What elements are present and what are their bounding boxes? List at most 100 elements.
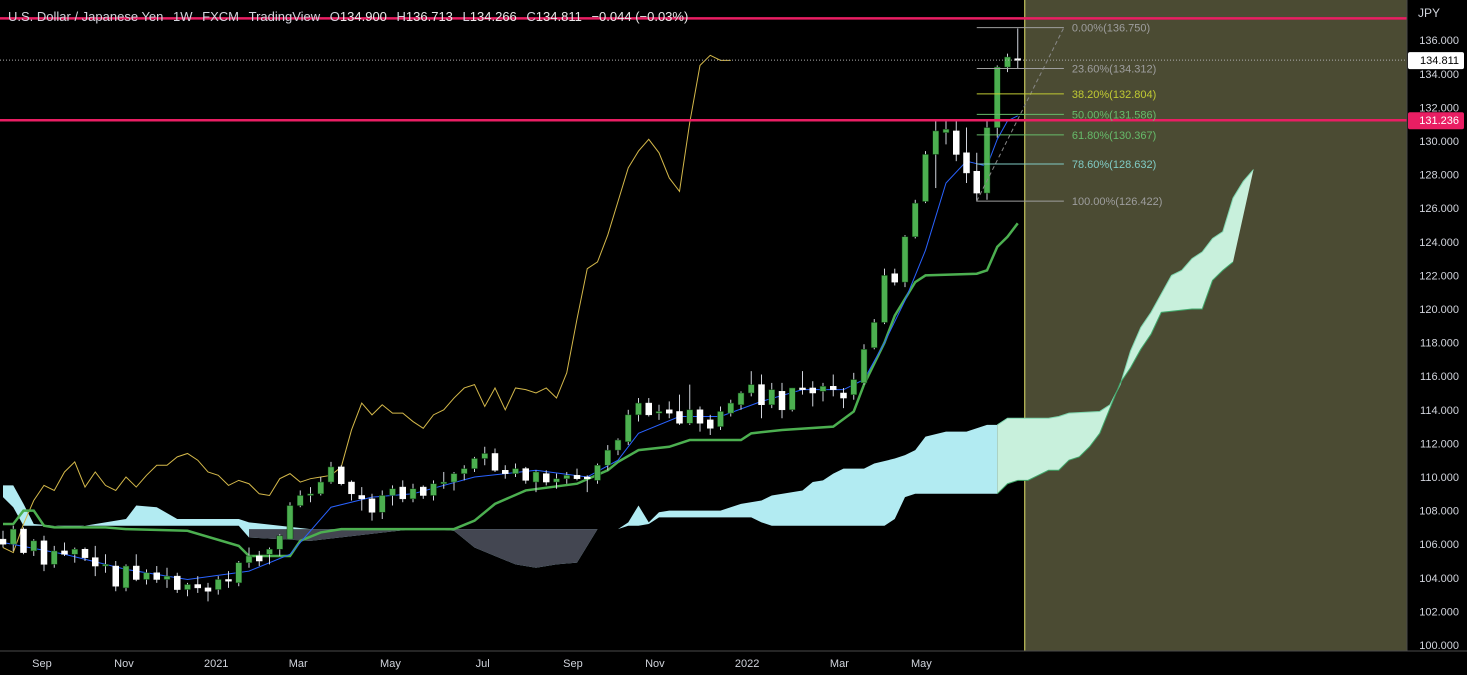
resistance-price-tag-label: 131.236 <box>1419 115 1459 127</box>
candle-body <box>276 535 283 550</box>
price-tick-label: 102.000 <box>1419 606 1459 618</box>
candle-body <box>461 468 468 474</box>
candle-body <box>942 128 950 133</box>
price-tick-label: 124.000 <box>1419 237 1459 249</box>
candle-body <box>399 486 406 500</box>
candle-body <box>953 130 960 155</box>
candle-body <box>963 152 970 174</box>
candle-body <box>40 540 48 565</box>
close-label: C <box>526 9 536 24</box>
candle-body <box>20 528 27 553</box>
last-price-tag[interactable] <box>1408 52 1464 70</box>
change-value: −0.044 (−0.03%) <box>591 9 689 24</box>
candle-body <box>194 584 201 589</box>
price-tick-label: 118.000 <box>1420 338 1459 350</box>
candle-body <box>676 411 683 424</box>
candle-body <box>840 392 847 399</box>
fib-trend-line <box>976 27 1065 202</box>
candle-body <box>655 411 663 414</box>
candle-body <box>348 481 355 495</box>
price-tick-label: 126.000 <box>1419 203 1459 215</box>
price-tick-label: 136.000 <box>1419 35 1459 47</box>
symbol-title[interactable]: U.S. Dollar / Japanese Yen <box>8 9 164 24</box>
candle-body <box>266 548 273 555</box>
candle-body <box>30 540 37 552</box>
ichimoku-future-cloud <box>997 169 1254 494</box>
low-label: L <box>462 9 470 24</box>
candle-body <box>245 555 253 563</box>
price-tick-label: 104.000 <box>1419 573 1459 585</box>
candle-body <box>184 584 191 590</box>
candle-body <box>891 273 898 283</box>
candle-body <box>0 538 7 545</box>
fib-level-label: 38.20%(132.804) <box>1072 89 1156 101</box>
low-value: 134.266 <box>469 9 517 24</box>
candle-body <box>327 466 335 483</box>
candle-body <box>491 453 499 471</box>
fib-level-label: 50.00%(131.586) <box>1072 109 1156 121</box>
candle-body <box>737 392 745 406</box>
candle-body <box>10 528 17 545</box>
candle-body <box>420 486 427 496</box>
price-tick-label: 130.000 <box>1419 136 1459 148</box>
candle-body <box>727 402 734 414</box>
price-tick-label: 112.000 <box>1420 438 1459 450</box>
senkou-span-b-future <box>996 261 1234 495</box>
candle-body <box>317 481 324 495</box>
open-value: 134.900 <box>339 9 387 24</box>
candle-body <box>625 414 632 442</box>
candle-body <box>973 170 980 194</box>
candle-body <box>92 557 99 567</box>
interval-label[interactable]: 1W <box>173 9 193 24</box>
senkou-span-a-future <box>996 169 1254 426</box>
price-tick-label: 110.000 <box>1420 472 1459 484</box>
candle-body <box>153 572 160 580</box>
price-tick-label: 132.000 <box>1419 102 1459 114</box>
candle-body <box>71 548 78 555</box>
chart-legend-header: U.S. Dollar / Japanese Yen 1W FXCM Tradi… <box>8 9 688 24</box>
chikou-span-line <box>2 54 731 554</box>
price-tick-label: 120.000 <box>1419 304 1459 316</box>
candle-body <box>912 202 919 238</box>
candle-body <box>563 475 570 479</box>
candle-body <box>881 275 888 323</box>
resistance-price-tag[interactable] <box>1408 112 1464 130</box>
time-axis-bg <box>0 651 1407 675</box>
price-tick-label: 106.000 <box>1419 539 1459 551</box>
candle-body <box>819 386 827 392</box>
candle-body <box>256 555 263 562</box>
candle-body <box>932 130 939 155</box>
candle-body <box>584 476 591 479</box>
candle-body <box>61 550 68 555</box>
candle-body <box>409 488 417 500</box>
time-tick-label: Mar <box>830 658 849 670</box>
time-tick-label: May <box>911 658 932 670</box>
candle-body <box>430 483 437 496</box>
candle-body <box>604 449 611 466</box>
time-tick-label: May <box>380 658 401 670</box>
candle-body <box>696 409 704 424</box>
price-tick-label: 100.000 <box>1419 640 1459 652</box>
source-label: FXCM <box>202 9 239 24</box>
candle-body <box>225 579 232 582</box>
candle-body <box>594 464 601 481</box>
time-tick-label: 2021 <box>204 658 228 670</box>
candle-body <box>307 493 314 496</box>
candle-body <box>338 466 345 484</box>
price-tick-label: 128.000 <box>1419 170 1459 182</box>
candle-body <box>235 562 242 584</box>
candle-body <box>614 439 622 451</box>
currency-label: JPY <box>1418 6 1441 20</box>
candle-body <box>481 453 488 459</box>
time-tick-label: Nov <box>645 658 665 670</box>
candle-body <box>543 473 550 483</box>
high-value: 136.713 <box>405 9 453 24</box>
price-tick-label: 108.000 <box>1419 506 1459 518</box>
candle-body <box>133 565 140 580</box>
high-label: H <box>396 9 406 24</box>
candle-body <box>163 575 171 580</box>
time-tick-label: 2022 <box>735 658 759 670</box>
candle-body <box>809 387 816 394</box>
candle-body <box>1004 56 1011 68</box>
